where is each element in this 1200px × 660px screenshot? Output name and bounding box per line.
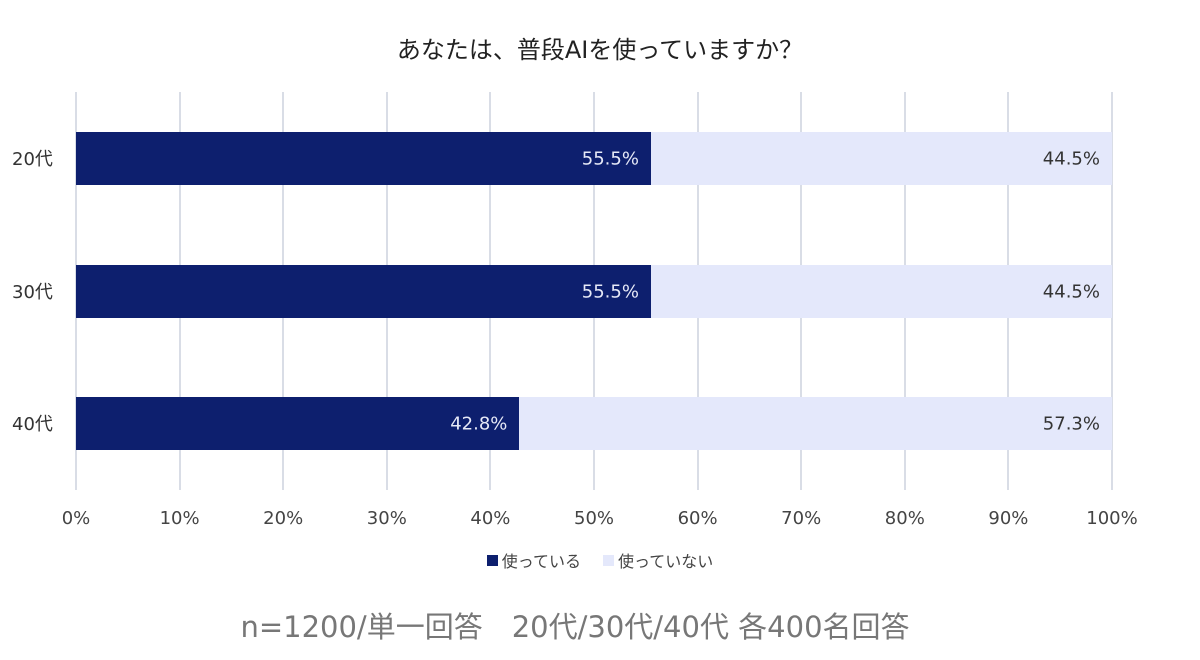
category-label: 40代 [12, 414, 53, 435]
sample-note: n=1200/単一回答 20代/30代/40代 各400名回答 [240, 610, 910, 644]
value-label: 44.5% [1042, 148, 1100, 169]
bar-used: 55.5% [76, 265, 651, 318]
bar-used: 55.5% [76, 132, 651, 185]
legend-item-not-used: 使っていない [603, 548, 713, 572]
plot-area: 55.5% 44.5% 55.5% 44.5% 42.8% 57.3% [75, 92, 1113, 490]
x-tick: 90% [988, 508, 1029, 529]
bar-row-40s: 42.8% 57.3% [76, 397, 1112, 450]
value-label: 55.5% [581, 148, 639, 169]
x-tick: 30% [366, 508, 407, 529]
value-label: 55.5% [581, 281, 639, 302]
x-tick: 40% [470, 508, 511, 529]
category-label: 20代 [12, 149, 53, 170]
value-label: 44.5% [1042, 281, 1100, 302]
legend-item-used: 使っている [486, 548, 581, 572]
legend: 使っている 使っていない [0, 548, 1200, 572]
x-tick: 80% [884, 508, 925, 529]
gridline [1111, 92, 1113, 490]
legend-label: 使っていない [618, 552, 714, 571]
bar-not-used: 44.5% [650, 265, 1112, 318]
value-label: 57.3% [1042, 413, 1100, 434]
bar-not-used: 44.5% [650, 132, 1112, 185]
legend-swatch-icon [603, 554, 614, 566]
chart-title: あなたは、普段AIを使っていますか？ [396, 36, 804, 64]
legend-swatch-icon [486, 554, 498, 566]
legend-label: 使っている [501, 552, 581, 571]
bar-not-used: 57.3% [519, 397, 1112, 450]
bar-row-20s: 55.5% 44.5% [76, 132, 1112, 185]
x-tick: 0% [61, 508, 91, 529]
x-tick: 10% [159, 508, 200, 529]
x-tick: 100% [1086, 508, 1138, 529]
value-label: 42.8% [450, 413, 508, 434]
x-tick: 20% [263, 508, 304, 529]
category-label: 30代 [12, 282, 53, 303]
bar-used: 42.8% [76, 397, 520, 450]
bar-row-30s: 55.5% 44.5% [76, 265, 1112, 318]
x-tick: 70% [781, 508, 822, 529]
x-tick: 60% [677, 508, 718, 529]
x-tick: 50% [573, 508, 615, 529]
